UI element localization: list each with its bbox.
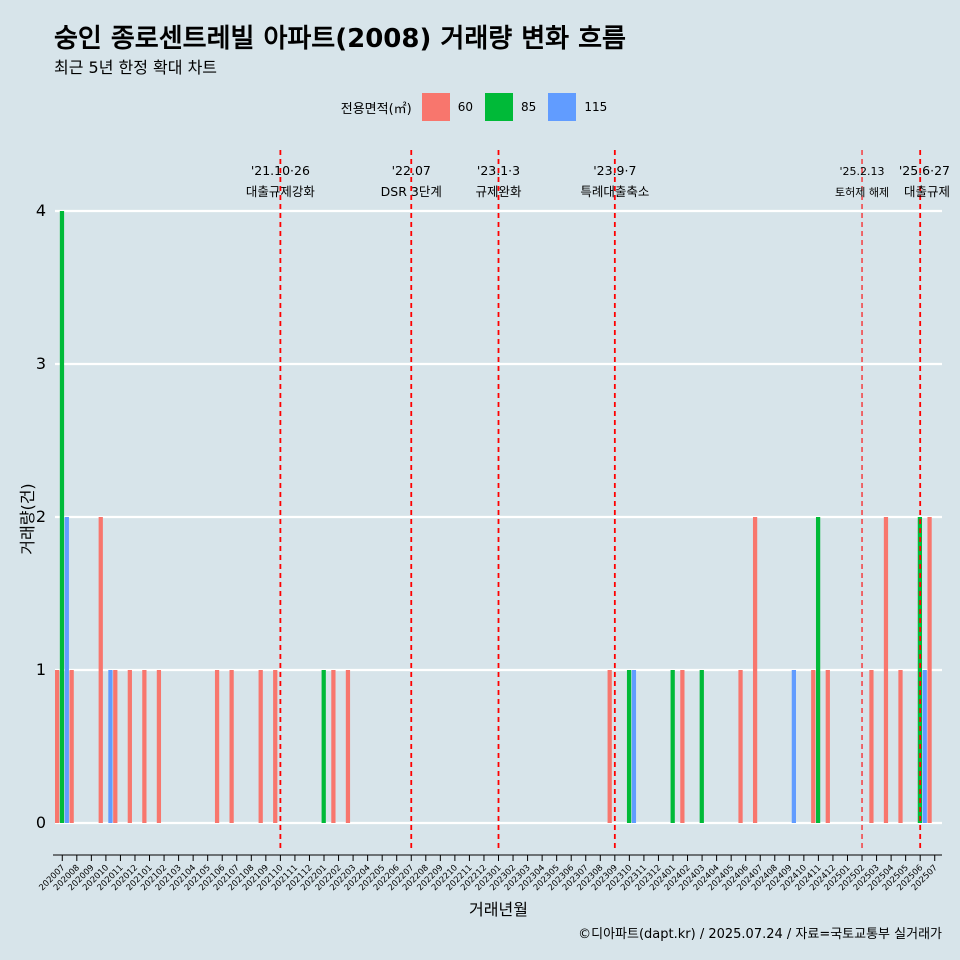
event-name-label: 특례대출축소 xyxy=(580,184,649,199)
event-name-label: DSR 3단계 xyxy=(381,184,442,199)
legend-label-115: 115 xyxy=(584,100,608,114)
legend-item-115: 115 xyxy=(548,93,607,121)
event-date-label: '23.9·7 xyxy=(593,163,636,178)
legend: 전용면적(㎡) 60 85 115 xyxy=(0,93,960,121)
bar-60-202106 xyxy=(214,670,220,823)
legend-item-60: 60 xyxy=(421,93,474,121)
event-date-label: '25.2.13 xyxy=(840,165,885,178)
bar-60-202309 xyxy=(607,670,612,823)
bar-60-202412 xyxy=(825,670,830,823)
bar-115-202409 xyxy=(791,670,796,823)
bar-60-202407 xyxy=(752,517,758,823)
x-axis-title: 거래년월 xyxy=(469,900,528,919)
bar-60-202010 xyxy=(98,517,103,823)
bar-85-202403 xyxy=(699,670,704,823)
y-tick-label: 1 xyxy=(36,660,46,679)
bar-60-202411 xyxy=(811,670,816,823)
bar-60-202406 xyxy=(738,670,743,823)
bar-115-202310 xyxy=(631,670,637,823)
legend-key-85 xyxy=(485,93,514,121)
y-tick-label: 2 xyxy=(36,507,46,526)
axis-layer: 0123420200720200820200920201020201120201… xyxy=(18,201,942,919)
bar-85-202201 xyxy=(321,670,326,823)
legend-title: 전용면적(㎡) xyxy=(340,101,412,117)
bar-115-202010 xyxy=(108,670,113,823)
bar-60-202107 xyxy=(229,670,234,823)
page-subtitle: 최근 5년 한정 확대 차트 xyxy=(54,58,218,77)
event-date-label: '22.07 xyxy=(392,163,431,178)
bar-60-202011 xyxy=(113,670,118,823)
legend-label-85: 85 xyxy=(521,100,537,114)
y-tick-label: 0 xyxy=(36,813,46,832)
bar-60-202505 xyxy=(898,670,903,823)
event-date-label: '23.1·3 xyxy=(477,163,520,178)
grid-layer xyxy=(55,209,942,825)
event-name-label: 대출규제 xyxy=(904,184,950,199)
legend-item-85: 85 xyxy=(485,93,536,121)
bar-60-202110 xyxy=(273,670,278,823)
bar-85-202506 xyxy=(917,517,923,823)
event-name-label: 대출규제강화 xyxy=(246,184,316,199)
bar-60-202007 xyxy=(55,670,60,823)
bar-85-202007 xyxy=(59,211,65,823)
bar-60-202109 xyxy=(258,670,263,823)
event-name-label: 토허제 해제 xyxy=(835,185,889,199)
bar-60-202101 xyxy=(142,670,147,823)
source-credit: ©디아파트(dapt.kr) / 2025.07.24 / 자료=국토교통부 실… xyxy=(578,927,942,942)
legend-key-115 xyxy=(548,93,577,121)
bar-85-202411 xyxy=(815,517,821,823)
bar-60-202504 xyxy=(883,517,889,823)
bar-60-202503 xyxy=(869,670,874,823)
bar-layer xyxy=(55,211,932,823)
legend-label-60: 60 xyxy=(457,100,474,114)
bar-85-202401 xyxy=(670,670,675,823)
bar-60-202102 xyxy=(156,670,162,823)
event-date-label: '21.10·26 xyxy=(251,163,310,178)
bar-60-202402 xyxy=(680,670,685,823)
legend-key-60 xyxy=(421,93,450,121)
y-tick-label: 3 xyxy=(36,354,46,373)
event-name-label: 규제완화 xyxy=(475,184,522,199)
y-axis-title: 거래량(건) xyxy=(18,483,37,554)
bar-60-202202 xyxy=(331,670,336,823)
annotation-layer: '21.10·26 대출규제강화 '22.07 DSR 3단계 '23.1·3 규제완화 '… xyxy=(246,150,950,848)
bar-60-202203 xyxy=(345,670,351,823)
bar-115-202007 xyxy=(64,517,69,823)
bar-85-202310 xyxy=(626,670,632,823)
bar-60-202012 xyxy=(127,670,132,823)
bar-60-202008 xyxy=(69,670,74,823)
bar-115-202506 xyxy=(922,670,927,823)
event-date-label: '25.6·27 xyxy=(899,163,950,178)
page-title: 숭인 종로센트레빌 아파트(2008) 거래량 변화 흐름 xyxy=(54,24,626,54)
bar-60-202507 xyxy=(927,517,932,823)
y-tick-label: 4 xyxy=(36,201,46,220)
